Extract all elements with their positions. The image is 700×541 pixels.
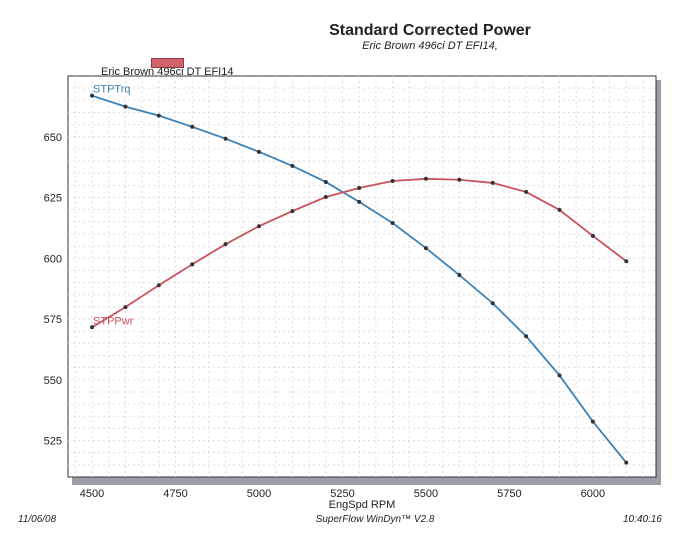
x-tick-label: 5500 [414, 488, 438, 500]
data-point-stptrq [256, 149, 261, 154]
data-point-stppwr [256, 224, 261, 229]
data-point-stppwr [190, 262, 195, 267]
legend-label: Eric Brown 496ci DT EFI14 [101, 66, 234, 78]
x-tick-label: 4750 [163, 488, 187, 500]
y-tick-label: 600 [44, 253, 62, 265]
y-tick-label: 575 [44, 314, 62, 326]
data-point-stptrq [323, 179, 328, 184]
data-point-stppwr [557, 207, 562, 212]
data-point-stptrq [590, 419, 595, 424]
data-point-stptrq [490, 301, 495, 306]
data-point-stppwr [90, 325, 95, 330]
y-tick-label: 550 [44, 375, 62, 387]
data-point-stppwr [123, 305, 128, 310]
footer-date: 11/06/08 [18, 514, 57, 525]
chart-subtitle: Eric Brown 496ci DT EFI14, [362, 40, 498, 52]
data-point-stptrq [290, 163, 295, 168]
data-point-stppwr [323, 195, 328, 200]
data-point-stptrq [457, 273, 462, 278]
series-label-stppwr: STPPwr [93, 315, 134, 327]
footer-software: SuperFlow WinDyn™ V2.8 [315, 514, 435, 525]
series-label-stptrq: STPTrq [93, 84, 131, 96]
legend-swatch [151, 58, 184, 68]
data-point-stptrq [123, 104, 128, 109]
data-point-stppwr [390, 178, 395, 183]
footer-time: 10:40:16 [623, 514, 662, 525]
data-point-stppwr [457, 177, 462, 182]
data-point-stppwr [624, 259, 629, 264]
x-tick-label: 4500 [80, 488, 104, 500]
data-point-stptrq [624, 460, 629, 465]
x-axis-label: EngSpd RPM [329, 499, 396, 511]
x-tick-label: 6000 [581, 488, 605, 500]
x-tick-label: 5000 [247, 488, 271, 500]
x-tick-label: 5250 [330, 488, 354, 500]
data-point-stptrq [423, 246, 428, 251]
y-tick-label: 625 [44, 193, 62, 205]
data-point-stppwr [290, 209, 295, 214]
data-point-stppwr [223, 242, 228, 247]
data-point-stppwr [590, 233, 595, 238]
data-point-stptrq [90, 93, 95, 98]
data-point-stppwr [490, 180, 495, 185]
x-tick-label: 5750 [497, 488, 521, 500]
data-point-stppwr [357, 186, 362, 191]
data-point-stptrq [524, 334, 529, 339]
data-point-stptrq [223, 136, 228, 141]
data-point-stppwr [524, 189, 529, 194]
y-tick-label: 525 [44, 436, 62, 448]
y-tick-label: 650 [44, 132, 62, 144]
data-point-stptrq [390, 221, 395, 226]
chart-title: Standard Corrected Power [329, 22, 531, 39]
data-point-stptrq [557, 373, 562, 378]
data-point-stppwr [156, 283, 161, 288]
data-point-stptrq [156, 113, 161, 118]
plot-area [67, 75, 657, 478]
data-point-stptrq [357, 199, 362, 204]
data-point-stppwr [423, 176, 428, 181]
data-point-stptrq [190, 124, 195, 129]
